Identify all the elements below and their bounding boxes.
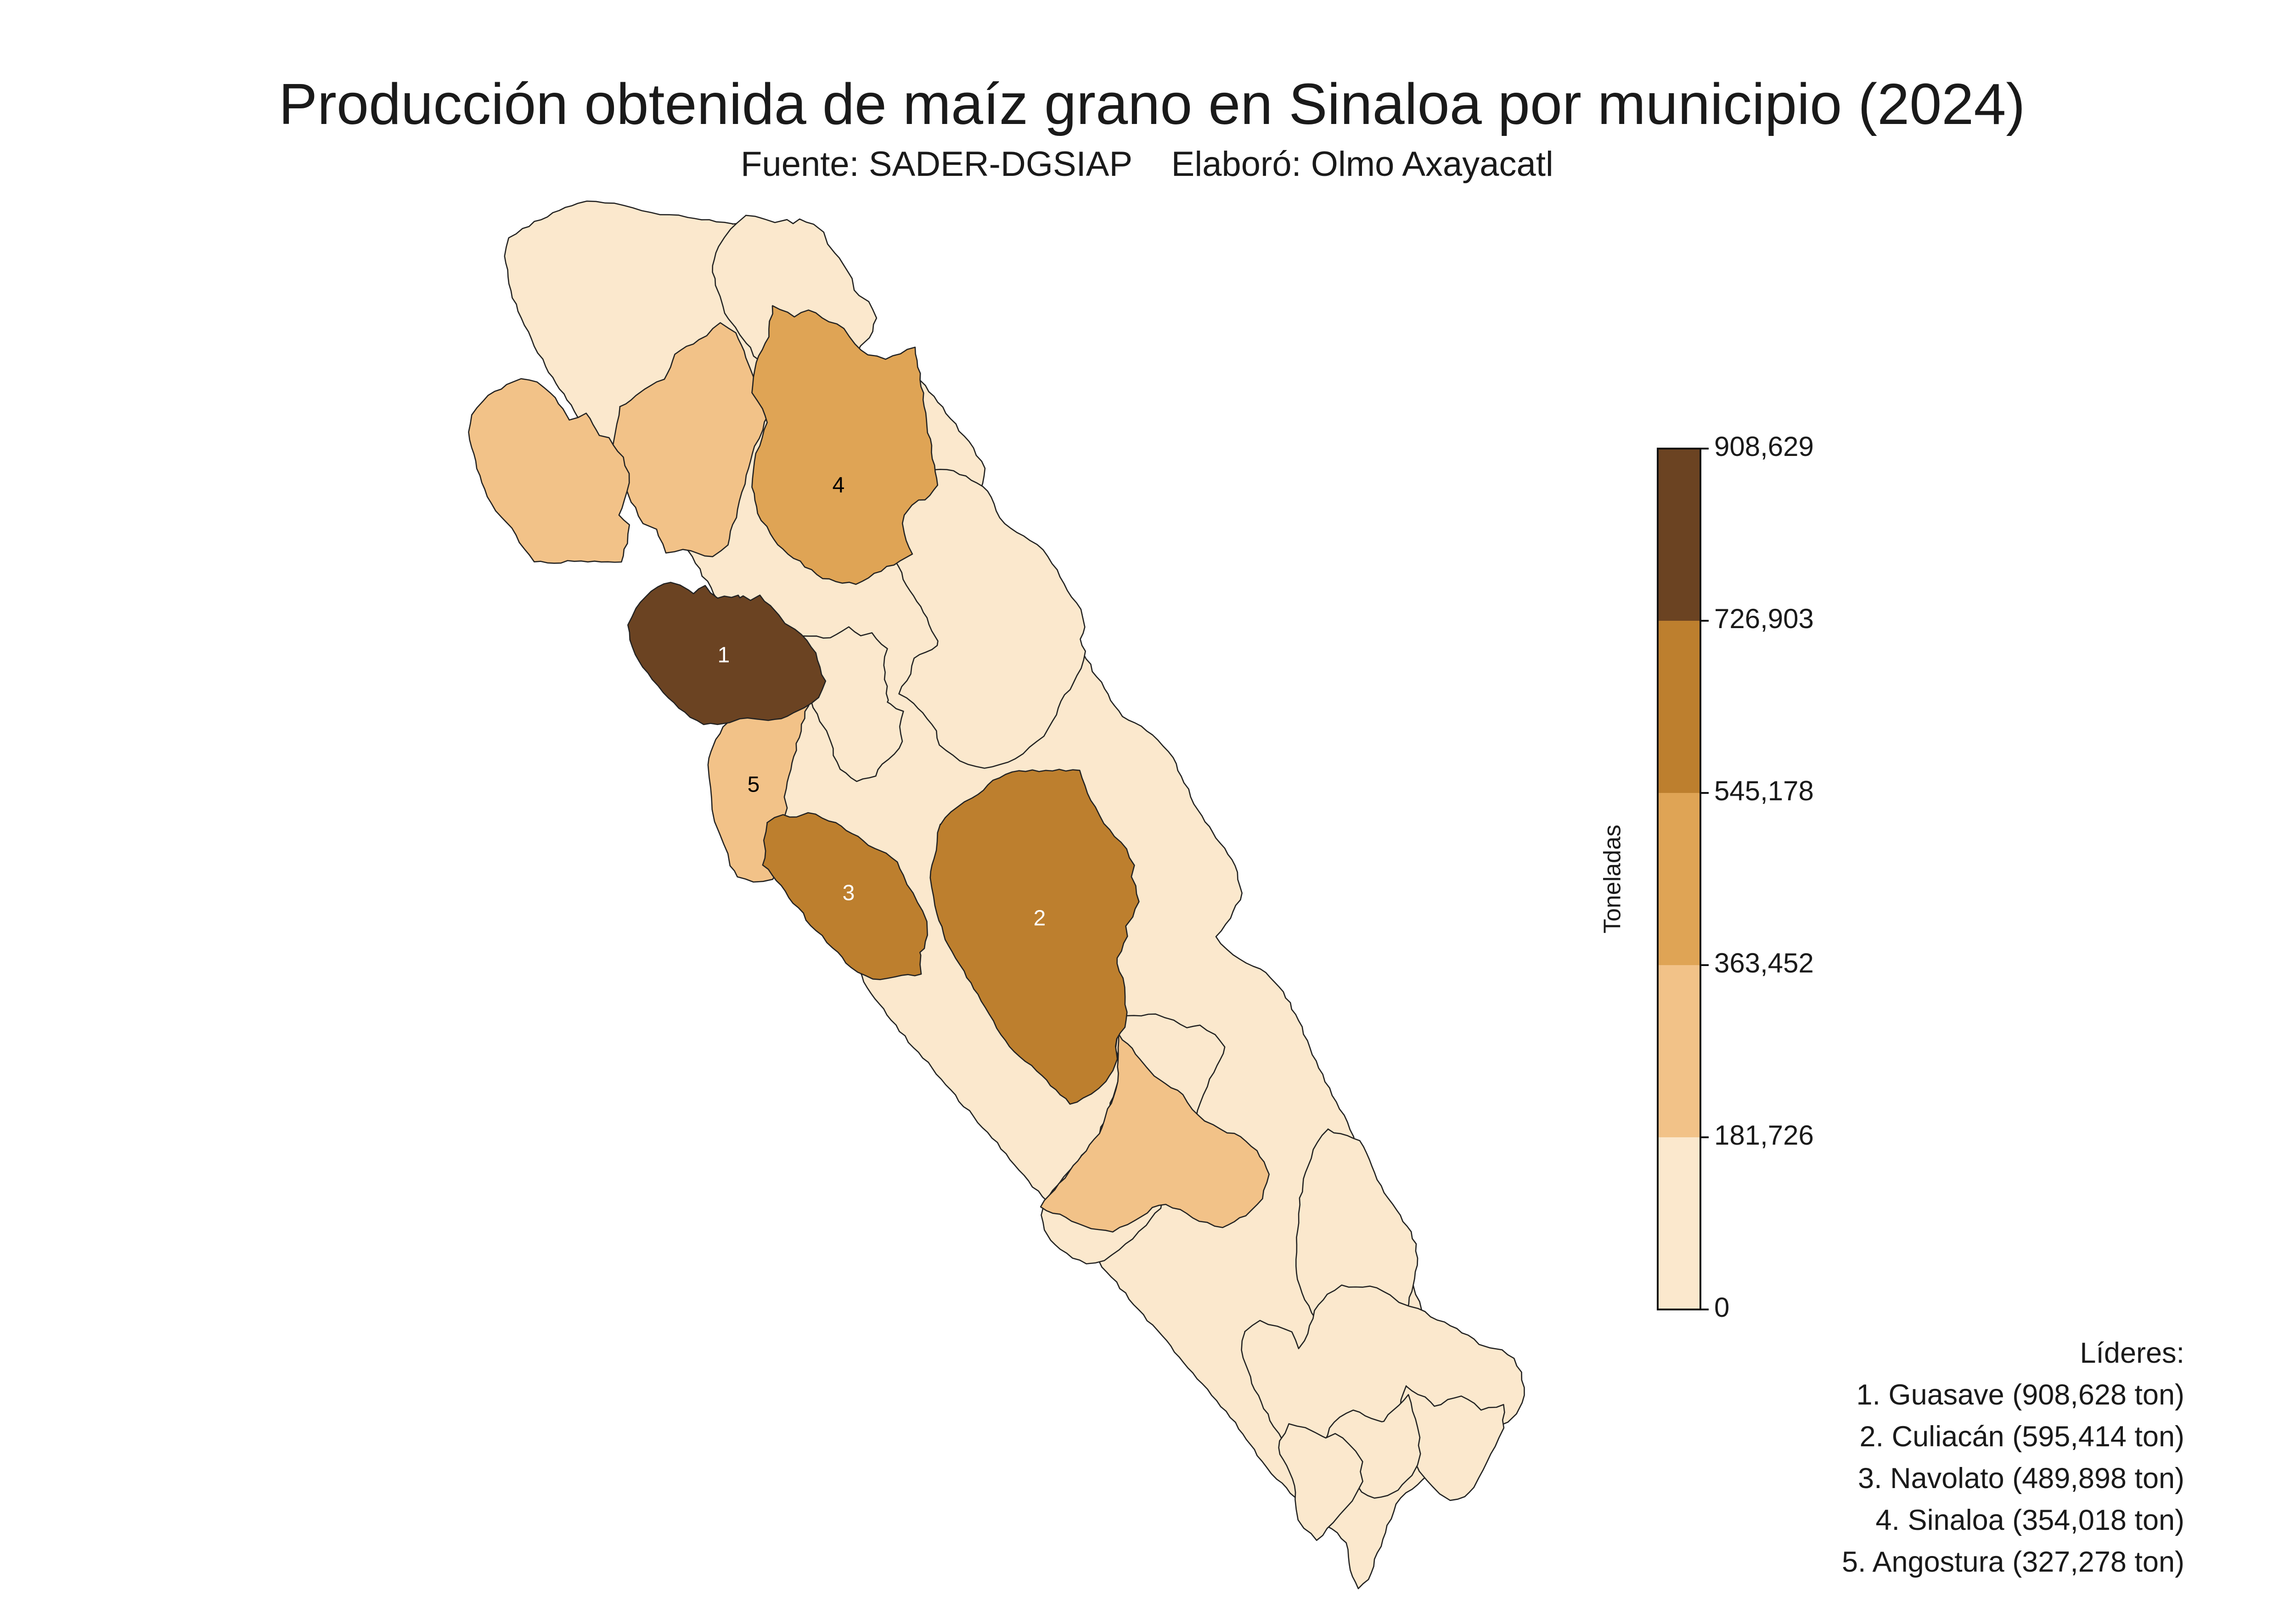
svg-text:5. Angostura (327,278 ton): 5. Angostura (327,278 ton) <box>1842 1546 2184 1578</box>
svg-text:2. Culiacán (595,414 ton): 2. Culiacán (595,414 ton) <box>1860 1421 2184 1453</box>
svg-text:0: 0 <box>1714 1292 1729 1323</box>
svg-text:2: 2 <box>1034 906 1046 931</box>
svg-text:363,452: 363,452 <box>1714 948 1814 978</box>
svg-text:908,629: 908,629 <box>1714 431 1814 462</box>
svg-text:3: 3 <box>843 881 855 905</box>
svg-text:1: 1 <box>718 643 730 668</box>
svg-text:1. Guasave (908,628 ton): 1. Guasave (908,628 ton) <box>1857 1379 2184 1411</box>
svg-text:4: 4 <box>833 473 845 498</box>
svg-text:726,903: 726,903 <box>1714 603 1814 634</box>
svg-text:3. Navolato (489,898 ton): 3. Navolato (489,898 ton) <box>1858 1462 2184 1495</box>
svg-text:4. Sinaloa (354,018 ton): 4. Sinaloa (354,018 ton) <box>1876 1504 2184 1536</box>
svg-text:Líderes:: Líderes: <box>2080 1337 2184 1369</box>
svg-text:545,178: 545,178 <box>1714 775 1814 806</box>
svg-text:181,726: 181,726 <box>1714 1120 1814 1151</box>
svg-text:Toneladas: Toneladas <box>1599 825 1626 933</box>
svg-text:5: 5 <box>748 773 760 797</box>
